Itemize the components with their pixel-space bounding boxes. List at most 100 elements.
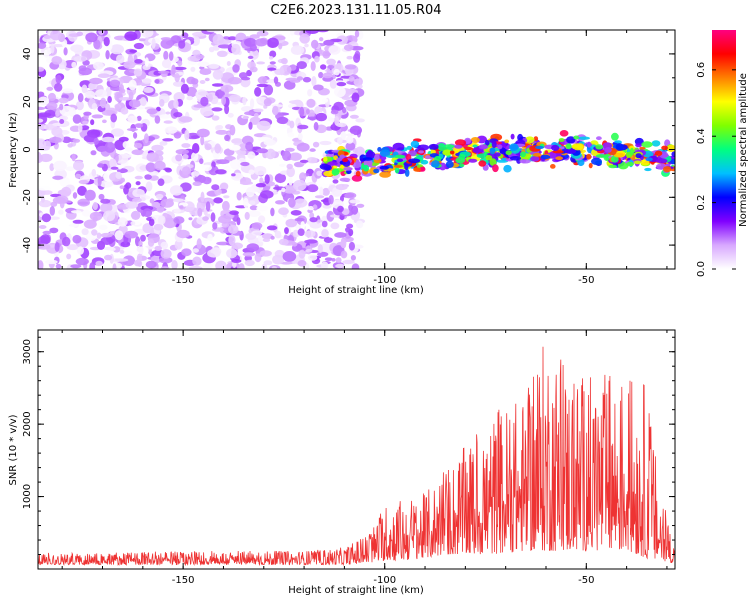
heatmap-cell (323, 170, 334, 177)
heatmap-cell (213, 197, 223, 204)
heatmap-cell (413, 167, 421, 172)
heatmap-cell (220, 210, 229, 214)
heatmap-cell (200, 96, 209, 107)
heatmap-cell (188, 266, 203, 269)
heatmap-cell (242, 252, 256, 257)
heatmap-cell (144, 57, 149, 67)
heatmap-cell (224, 86, 229, 97)
heatmap-cell (116, 168, 128, 174)
heatmap-cell (98, 193, 105, 200)
heatmap-cell (254, 165, 267, 176)
heatmap-cell (335, 183, 348, 191)
heatmap-cell (119, 249, 125, 254)
heatmap-cell (38, 96, 50, 106)
heatmap-cell (311, 39, 319, 49)
heatmap-cell (72, 138, 81, 143)
heatmap-cell (259, 250, 272, 257)
heatmap-cell (226, 248, 238, 259)
heatmap-cell (199, 68, 212, 75)
snr-series-line (37, 346, 676, 567)
heatmap-cell (586, 153, 592, 160)
heatmap-cell (164, 126, 178, 134)
heatmap-cell (119, 185, 125, 190)
heatmap-cell (156, 206, 165, 213)
heatmap-cell (128, 91, 134, 101)
heatmap-cell (273, 76, 279, 84)
heatmap-cell (176, 229, 190, 239)
heatmap-cell (604, 147, 612, 153)
heatmap-cell (525, 136, 535, 144)
heatmap-cell (182, 166, 191, 176)
heatmap-cell (249, 66, 258, 73)
heatmap-cell (46, 102, 58, 110)
heatmap-cell (345, 142, 356, 151)
heatmap-cell (173, 66, 187, 71)
heatmap-cell (153, 223, 164, 231)
heatmap-cell (100, 203, 113, 213)
heatmap-cell (342, 158, 349, 163)
heatmap-cell (218, 39, 232, 45)
heatmap-cell (158, 257, 173, 264)
heatmap-cell (307, 116, 318, 120)
heatmap-cell (644, 167, 652, 172)
heatmap-cell (244, 259, 255, 267)
heatmap-cell (468, 158, 478, 163)
heatmap-cell (153, 51, 160, 55)
heatmap-cell (158, 70, 170, 75)
heatmap-cell (379, 149, 391, 157)
heatmap-cell (139, 97, 147, 106)
heatmap-cell (248, 121, 253, 130)
heatmap-cell (626, 161, 634, 167)
heatmap-cell (406, 145, 413, 150)
heatmap-cell (278, 238, 289, 246)
heatmap-cell (476, 153, 489, 159)
heatmap-cell (191, 171, 200, 177)
heatmap-cell (328, 45, 341, 55)
heatmap-cell (221, 96, 227, 106)
heatmap-cell (142, 78, 152, 84)
heatmap-cell (254, 253, 262, 263)
heatmap-cell (587, 141, 592, 148)
heatmap-cell (83, 219, 97, 229)
colorbar-label: Normalized spectral amplitude (738, 73, 749, 227)
heatmap-cell (140, 234, 146, 242)
heatmap-cell (146, 152, 159, 163)
heatmap-cell (173, 208, 181, 213)
heatmap-cell (314, 195, 325, 199)
heatmap-cell (306, 98, 316, 108)
heatmap-cell (404, 168, 410, 177)
heatmap-cell (154, 160, 166, 171)
heatmap-cell (159, 99, 165, 107)
heatmap-cell (191, 97, 198, 107)
heatmap-cell (38, 106, 46, 111)
heatmap-cell (192, 143, 200, 154)
heatmap-cell (318, 71, 324, 79)
heatmap-cell (231, 242, 243, 250)
heatmap-cell (227, 36, 237, 41)
heatmap-cell (154, 79, 160, 84)
heatmap-cell (190, 66, 196, 72)
heatmap-cell (91, 229, 98, 236)
heatmap-cell (293, 198, 308, 208)
heatmap-cell (540, 154, 551, 160)
heatmap-cell (71, 61, 77, 69)
heatmap-cell (256, 120, 271, 131)
heatmap-cell (309, 217, 318, 223)
heatmap-cell (267, 37, 279, 48)
heatmap-cell (211, 184, 220, 191)
heatmap-cell (249, 205, 258, 211)
heatmap-cell (489, 147, 496, 155)
heatmap-cell (393, 164, 403, 168)
heatmap-cell (305, 30, 320, 34)
heatmap-cell (591, 157, 602, 165)
heatmap-cell (167, 198, 174, 202)
heatmap-cell (396, 158, 404, 162)
heatmap-cell (253, 108, 264, 113)
heatmap-cell (39, 153, 53, 163)
heatmap-cell (246, 243, 260, 252)
heatmap-cell (278, 42, 283, 50)
heatmap-cell (88, 82, 96, 90)
heatmap-cell (319, 140, 332, 146)
heatmap-cell (571, 143, 584, 151)
heatmap-cell (286, 163, 293, 170)
